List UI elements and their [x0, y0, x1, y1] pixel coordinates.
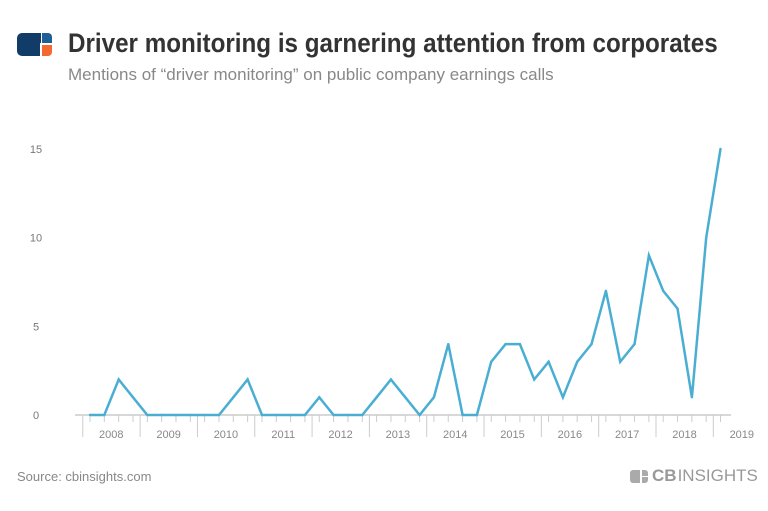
data-point	[619, 360, 622, 363]
data-point	[490, 360, 493, 363]
x-tick-label: 2008	[99, 429, 123, 441]
chart-title: Driver monitoring is garnering attention…	[68, 28, 718, 58]
data-point	[88, 413, 92, 417]
data-point	[103, 413, 106, 417]
cb-insights-brand-logo: CB INSIGHTS	[630, 466, 758, 486]
x-tick-label: 2015	[500, 429, 524, 441]
data-point	[590, 342, 593, 346]
data-point	[504, 342, 507, 346]
data-point	[461, 413, 464, 417]
y-tick-label: 0	[33, 410, 39, 422]
x-tick-label: 2009	[156, 429, 180, 441]
data-point	[361, 413, 364, 417]
data-point	[389, 378, 393, 381]
y-tick-label: 15	[30, 144, 42, 156]
cb-insights-mark-icon	[630, 469, 648, 483]
data-point	[174, 413, 178, 417]
data-point	[418, 413, 421, 417]
data-point	[203, 413, 206, 417]
data-point	[690, 396, 694, 399]
data-point	[375, 396, 378, 399]
data-point	[561, 396, 565, 399]
data-point	[160, 413, 163, 417]
brand-bold: CB	[652, 466, 677, 485]
source-note: Source: cbinsights.com	[17, 469, 152, 484]
data-point	[275, 413, 278, 417]
data-point	[289, 413, 292, 417]
data-point	[146, 413, 149, 417]
data-point	[404, 396, 407, 399]
x-tick-label: 2012	[328, 429, 352, 441]
x-tick-label: 2010	[214, 429, 238, 441]
data-point	[547, 360, 550, 363]
x-tick-label: 2016	[558, 429, 582, 441]
x-tick-label: 2019	[730, 429, 754, 441]
data-point	[518, 342, 522, 346]
data-point	[332, 413, 335, 417]
x-tick-label: 2017	[615, 429, 639, 441]
data-point	[131, 396, 135, 399]
y-tick-label: 5	[33, 321, 39, 333]
chart-subtitle: Mentions of “driver monitoring” on publi…	[68, 65, 554, 84]
data-point	[719, 147, 722, 151]
x-tick-label: 2018	[672, 429, 696, 441]
x-tick-label: 2011	[271, 429, 295, 441]
cb-insights-logo	[17, 33, 52, 56]
data-point	[303, 413, 307, 417]
data-point	[246, 378, 249, 381]
data-point	[447, 342, 450, 346]
data-point	[260, 413, 264, 417]
data-point	[604, 289, 608, 293]
data-point	[217, 413, 221, 417]
data-point	[576, 360, 579, 363]
data-point	[318, 396, 321, 399]
data-point	[647, 254, 651, 257]
x-tick-label: 2014	[443, 429, 467, 441]
data-point	[704, 236, 708, 239]
x-tick-label: 2013	[386, 429, 410, 441]
data-point	[676, 307, 679, 310]
data-point	[232, 396, 235, 399]
data-point	[346, 413, 350, 417]
y-tick-label: 10	[30, 233, 42, 245]
data-point	[432, 396, 436, 399]
brand-light: INSIGHTS	[677, 466, 758, 485]
data-point	[117, 378, 120, 381]
data-point	[475, 413, 479, 417]
data-point	[533, 378, 536, 381]
data-point	[633, 342, 636, 346]
data-point	[189, 413, 192, 417]
series-line	[90, 148, 722, 417]
data-point	[662, 289, 665, 293]
